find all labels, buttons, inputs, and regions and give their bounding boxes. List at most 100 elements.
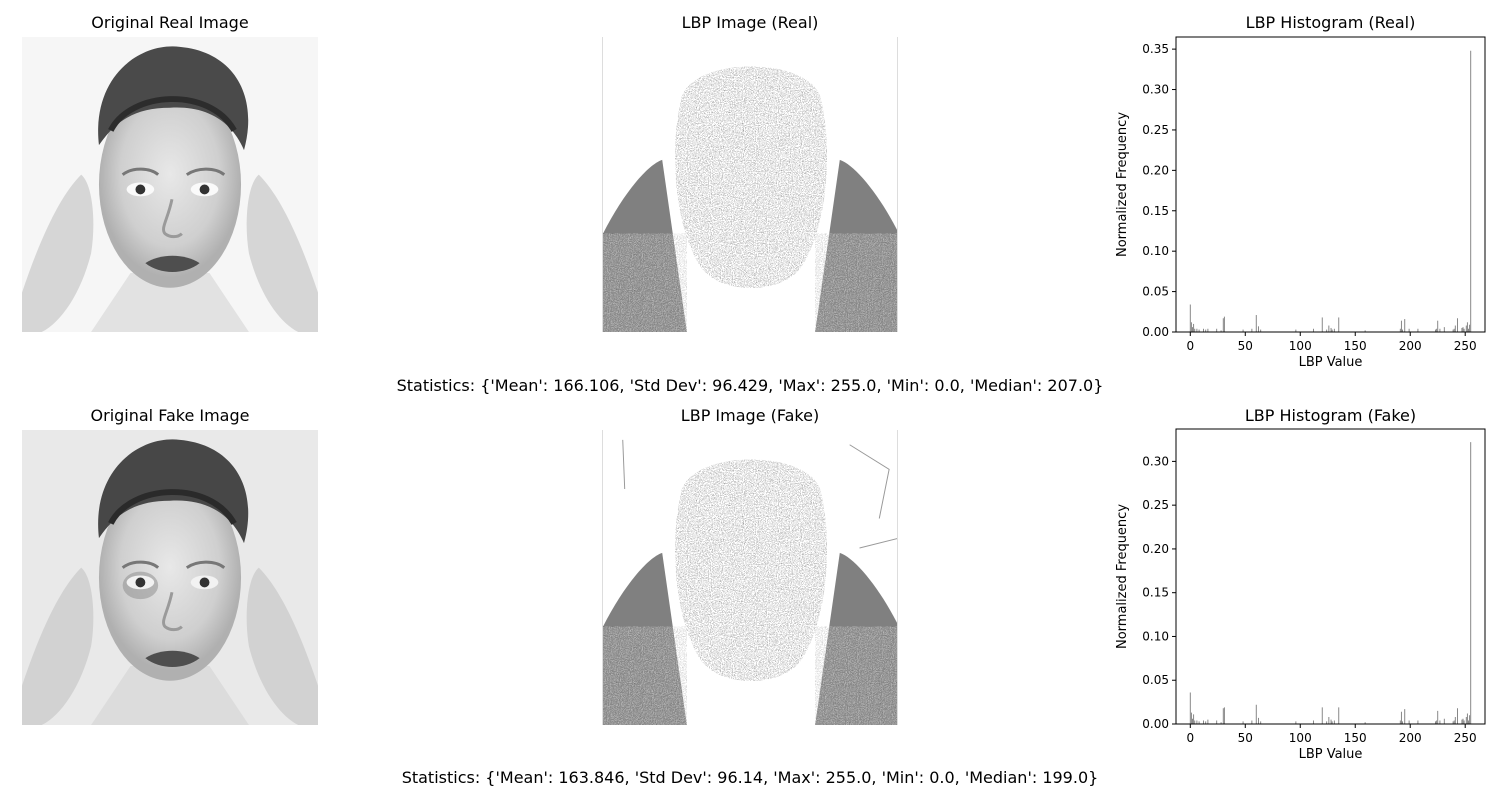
plot-frame [1175,36,1486,333]
photo-title-real: Original Real Image [91,13,249,32]
y-tick-label: 0.10 [1142,244,1169,258]
histogram-bar [1399,720,1401,724]
histogram-bar [1469,324,1471,332]
x-tick-label: 250 [1454,731,1477,745]
y-tick-label: 0.35 [1142,42,1169,56]
y-tick-label: 0.15 [1142,586,1169,600]
histogram-bar [1454,325,1456,332]
histogram-bar [1452,329,1454,332]
histogram-bar [1189,304,1191,332]
histogram-bar [1453,328,1455,332]
lbp-image-title-fake: LBP Image (Fake) [680,406,820,425]
x-axis-label: LBP Value [1299,355,1363,370]
histogram-bar [1436,328,1438,332]
histogram-bar [1220,722,1222,724]
y-tick-label: 0.00 [1142,717,1169,731]
x-tick-label: 200 [1399,731,1422,745]
histogram-bar [1453,720,1455,724]
y-tick-label: 0.30 [1142,454,1169,468]
histogram-bar [1251,720,1253,724]
x-tick-label: 50 [1238,731,1253,745]
histogram-bar [1364,330,1366,332]
histogram-bar [1465,325,1467,332]
histogram-bar [1205,721,1207,724]
histogram-bar [1255,704,1257,724]
histogram-bar [1399,328,1401,332]
lbp-image-fake [602,430,898,725]
histogram-bar [1417,720,1419,724]
y-axis-label: Normalized Frequency [1115,504,1130,649]
lbp-image-title-real: LBP Image (Real) [681,13,819,32]
histogram-bar [1437,710,1439,724]
statistics-real: Statistics: {'Mean': 166.106, 'Std Dev':… [396,376,1104,395]
histogram-bar [1198,721,1200,724]
histogram-bar [1470,50,1472,333]
x-tick-label: 0 [1186,339,1194,353]
histogram-bar [1258,326,1259,332]
histogram-bar [1457,708,1458,724]
histogram-bar [1207,719,1209,724]
histogram-bar [1408,720,1410,724]
histogram-bar [1463,328,1465,332]
histogram-bar [1312,720,1314,724]
histogram-bar [1402,329,1403,332]
histogram-bar [1192,327,1193,332]
histogram-bar [1203,720,1204,724]
y-tick-label: 0.05 [1142,673,1169,687]
histogram-bar [1439,328,1441,332]
histogram-bar [1469,715,1471,724]
histogram-bar [1333,328,1335,332]
histogram-bar [1326,721,1328,724]
y-tick-label: 0.20 [1142,163,1169,177]
histogram-bar [1255,315,1257,332]
y-tick-label: 0.05 [1142,285,1169,299]
histogram-bar [1462,718,1464,724]
histogram-bar [1435,721,1436,724]
histogram-bar [1404,319,1406,332]
histogram-bar [1312,328,1314,332]
histogram-bar [1436,720,1438,724]
histogram-bar [1198,329,1200,332]
histogram-bar [1242,329,1244,332]
histogram-bar [1468,720,1469,724]
y-tick-label: 0.20 [1142,542,1169,556]
histogram-bar [1223,316,1225,332]
histogram-bar [1443,327,1445,332]
histogram-bar [1417,328,1419,332]
histogram-bar [1465,716,1467,724]
x-tick-label: 150 [1344,339,1367,353]
histogram-bar [1333,720,1335,724]
histogram-bar [1203,328,1204,332]
histogram-bar [1402,721,1403,724]
x-tick-label: 0 [1186,731,1194,745]
y-tick-label: 0.25 [1142,498,1169,512]
x-tick-label: 100 [1289,339,1312,353]
histogram-bar [1408,328,1410,332]
x-axis-label: LBP Value [1299,747,1363,762]
histogram-bar [1222,708,1224,724]
histogram-bar [1194,328,1196,332]
histogram-bar [1338,317,1340,332]
histogram-bar [1196,720,1198,724]
histogram-bar [1404,709,1406,724]
histogram-bar [1260,329,1262,332]
original-real-image [22,37,318,332]
histogram-bar [1216,328,1218,332]
y-tick-label: 0.25 [1142,123,1169,137]
histogram-bar [1251,328,1253,332]
histogram-bar [1400,320,1402,332]
histogram-bar [1196,328,1198,332]
x-tick-label: 100 [1289,731,1312,745]
y-tick-label: 0.00 [1142,325,1169,339]
histogram-bar [1193,323,1195,332]
y-tick-label: 0.15 [1142,204,1169,218]
histogram-bar [1295,329,1297,332]
histogram-bar [1222,318,1224,332]
statistics-fake: Statistics: {'Mean': 163.846, 'Std Dev':… [401,768,1099,787]
histogram-bar [1190,712,1192,724]
y-axis-label: Normalized Frequency [1115,112,1130,257]
histogram-bar [1331,721,1333,724]
histogram-bar [1189,692,1191,724]
histogram-bar [1258,717,1259,724]
histogram-bar [1321,707,1323,724]
